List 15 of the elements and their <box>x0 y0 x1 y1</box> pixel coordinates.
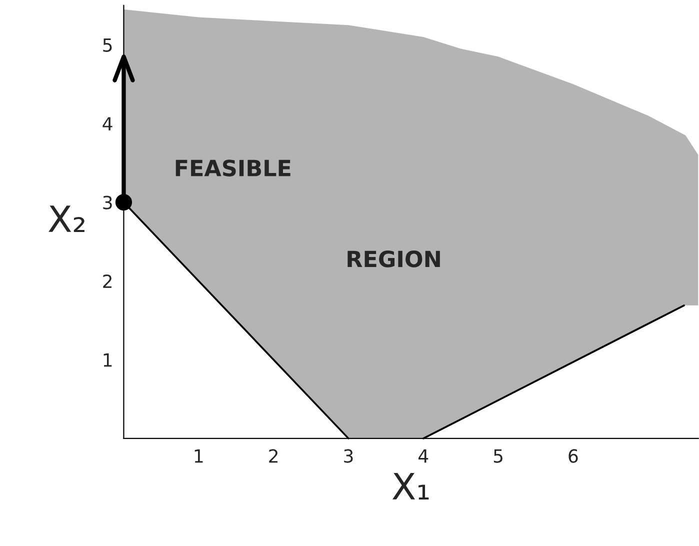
y-tick-label: 3 <box>103 196 112 210</box>
x-tick-label: 1 <box>194 449 203 463</box>
x-tick-label: 2 <box>269 449 278 463</box>
x-tick-label: 5 <box>494 449 502 463</box>
x-tick-label: 3 <box>344 449 353 463</box>
y-tick-label: 4 <box>102 117 112 130</box>
x-axis-title: X₁ <box>392 472 429 500</box>
x-tick-label: 6 <box>568 449 578 463</box>
annotation: REGION <box>348 250 440 268</box>
y-tick-label: 2 <box>103 274 112 288</box>
x-tick-label: 4 <box>418 449 428 463</box>
y-axis-title: X₂ <box>48 206 84 232</box>
annotation: FEASIBLE <box>176 160 290 176</box>
y-tick-label: 1 <box>104 353 112 367</box>
y-tick-label: 5 <box>103 38 112 52</box>
